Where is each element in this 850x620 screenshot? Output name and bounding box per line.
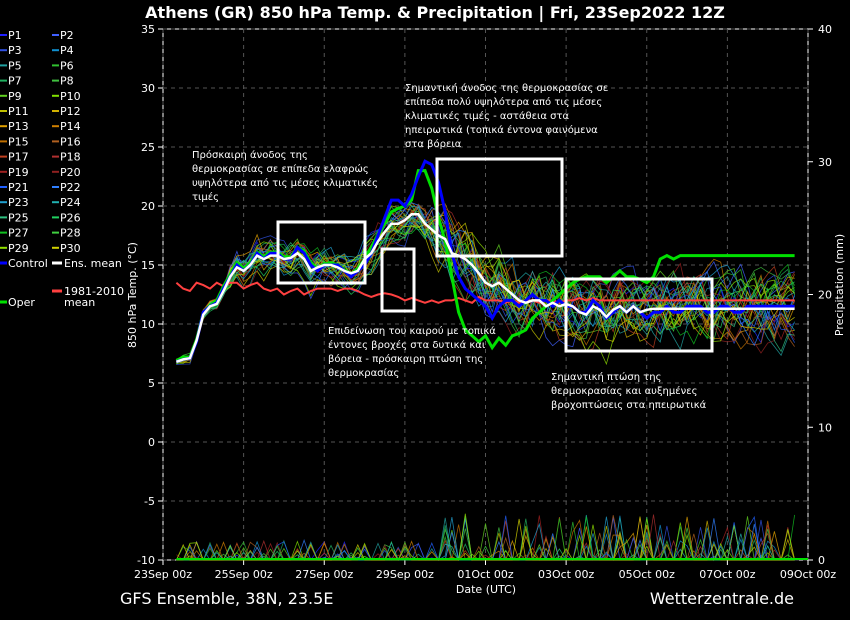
x-tick-label: 09Oct 00z xyxy=(780,568,837,581)
y-tick-label: -10 xyxy=(137,554,155,567)
legend-label: P19 xyxy=(8,166,29,179)
x-tick-label: 07Oct 00z xyxy=(699,568,756,581)
legend-label: P28 xyxy=(60,227,81,240)
legend-label: P23 xyxy=(8,196,29,209)
y-tick-label: 5 xyxy=(148,377,155,390)
legend-label: P10 xyxy=(60,90,81,103)
annotation-2: Σημαντική άνοδος της θερμοκρασίας σε επί… xyxy=(405,82,608,150)
legend-label: P30 xyxy=(60,242,81,255)
annotation-1: Πρόσκαιρη άνοδος της θερμοκρασίας σε επί… xyxy=(192,149,378,203)
y-right-tick-label: 40 xyxy=(818,23,832,36)
y-tick-label: -5 xyxy=(144,495,155,508)
legend-label: P26 xyxy=(60,211,81,224)
legend-label: P13 xyxy=(8,120,29,133)
legend-label-climate-2: mean xyxy=(64,296,95,309)
annotation-line: Επιδείνωση του καιρού με τοπικά xyxy=(328,325,496,337)
annotation-line: στα βόρεια xyxy=(405,138,462,150)
y-tick-label: 25 xyxy=(141,141,155,154)
annotation-line: ηπειρωτικά (τοπικά έντονα φαινόμενα xyxy=(405,124,598,136)
annotation-line: θερμοκρασίας xyxy=(328,367,399,379)
annotation-line: θερμοκρασίας σε επίπεδα ελαφρώς xyxy=(192,163,369,175)
x-tick-label: 29Sep 00z xyxy=(376,568,434,581)
footer-source: GFS Ensemble, 38N, 23.5E xyxy=(120,589,333,608)
legend-label: P8 xyxy=(60,75,74,88)
x-tick-label: 25Sep 00z xyxy=(215,568,273,581)
annotation-line: Πρόσκαιρη άνοδος της xyxy=(192,149,308,161)
legend-label: P14 xyxy=(60,120,81,133)
legend-label: P11 xyxy=(8,105,29,118)
legend-label: P6 xyxy=(60,59,74,72)
legend-label-ens-mean: Ens. mean xyxy=(64,257,122,270)
precipitation-member-line xyxy=(176,516,795,562)
legend-label: P21 xyxy=(8,181,29,194)
legend-label: P2 xyxy=(60,29,74,42)
x-axis-label: Date (UTC) xyxy=(456,583,516,596)
y-right-tick-label: 10 xyxy=(818,421,832,434)
annotation-3: Επιδείνωση του καιρού με τοπικά έντονες … xyxy=(328,325,496,379)
y-tick-label: 20 xyxy=(141,200,155,213)
legend-label: P1 xyxy=(8,29,22,42)
annotation-box-3 xyxy=(435,157,564,258)
legend-label-control: Control xyxy=(8,257,48,270)
annotation-line: έντονες βροχές στα δυτικά και xyxy=(328,339,486,351)
legend-label: P24 xyxy=(60,196,81,209)
annotation-line: κλιματικές τιμές - αστάθεια στα xyxy=(405,110,569,122)
legend-label: P27 xyxy=(8,227,29,240)
annotation-line: επίπεδα πολύ υψηλότερα από τις μέσες xyxy=(405,96,602,108)
y-tick-label: 15 xyxy=(141,259,155,272)
x-tick-label: 23Sep 00z xyxy=(134,568,192,581)
y-right-axis-ticks: 40 30 20 10 0 xyxy=(808,23,832,567)
legend-label: P5 xyxy=(8,59,22,72)
annotation-box-4 xyxy=(564,277,714,353)
legend-label: P29 xyxy=(8,242,29,255)
annotation-line: Σημαντική άνοδος της θερμοκρασίας σε xyxy=(405,82,608,94)
legend-label: P22 xyxy=(60,181,81,194)
y-tick-label: 0 xyxy=(148,436,155,449)
legend-label: P20 xyxy=(60,166,81,179)
legend-label: P16 xyxy=(60,135,81,148)
annotation-line: θερμοκρασίας και αυξημένες xyxy=(551,385,698,397)
x-tick-label: 03Oct 00z xyxy=(538,568,595,581)
legend-label: P17 xyxy=(8,151,29,164)
annotation-line: βόρεια - πρόσκαιρη πτώση της xyxy=(328,353,483,365)
legend-label: P9 xyxy=(8,90,22,103)
legend-label: P4 xyxy=(60,44,74,57)
annotation-box-2 xyxy=(380,247,416,313)
y-right-tick-label: 0 xyxy=(818,554,825,567)
footer-site: Wetterzentrale.de xyxy=(650,589,794,608)
annotation-line: βροχοπτώσεις στα ηπειρωτικά xyxy=(551,399,707,411)
precipitation-lines xyxy=(176,513,808,562)
y-axis-label: 850 hPa Temp. (°C) xyxy=(126,242,139,348)
y-right-tick-label: 20 xyxy=(818,289,832,302)
legend-label: P15 xyxy=(8,135,29,148)
y-tick-label: 35 xyxy=(141,23,155,36)
legend-label-climate: 1981-2010 xyxy=(64,285,124,298)
chart-title: Athens (GR) 850 hPa Temp. & Precipitatio… xyxy=(145,3,725,23)
x-tick-label: 01Oct 00z xyxy=(457,568,514,581)
x-tick-label: 27Sep 00z xyxy=(295,568,353,581)
legend-label-oper: Oper xyxy=(8,296,35,309)
annotation-4: Σημαντική πτώση της θερμοκρασίας και αυξ… xyxy=(551,371,707,411)
series-line-1981-2010-mean xyxy=(175,281,795,304)
legend-label: P3 xyxy=(8,44,22,57)
annotation-line: τιμές xyxy=(192,191,219,203)
y-tick-label: 10 xyxy=(141,318,155,331)
y-axis-ticks: 35 30 25 20 15 10 5 0 -5 -10 xyxy=(137,23,163,567)
legend-label: P12 xyxy=(60,105,81,118)
annotation-line: Σημαντική πτώση της xyxy=(551,371,662,383)
y-right-tick-label: 30 xyxy=(818,156,832,169)
y-tick-label: 30 xyxy=(141,82,155,95)
annotation-box-1 xyxy=(276,220,367,285)
legend-label: P25 xyxy=(8,211,29,224)
annotation-line: υψηλότερα από τις μέσες κλιματικές xyxy=(192,177,378,189)
y-right-axis-label: Precipitation (mm) xyxy=(833,234,846,336)
precipitation-member-line xyxy=(176,525,795,561)
legend-label: P18 xyxy=(60,151,81,164)
legend: P1 P2 P3 P4 P5 P6 P7 P8 P9 P10 P11 P12 P13 P14 P15 P16 P… xyxy=(0,29,124,309)
x-tick-label: 05Oct 00z xyxy=(619,568,676,581)
x-axis-ticks: 23Sep 00z 25Sep 00z 27Sep 00z 29Sep 00z 01Oc… xyxy=(134,560,836,581)
legend-label: P7 xyxy=(8,75,22,88)
